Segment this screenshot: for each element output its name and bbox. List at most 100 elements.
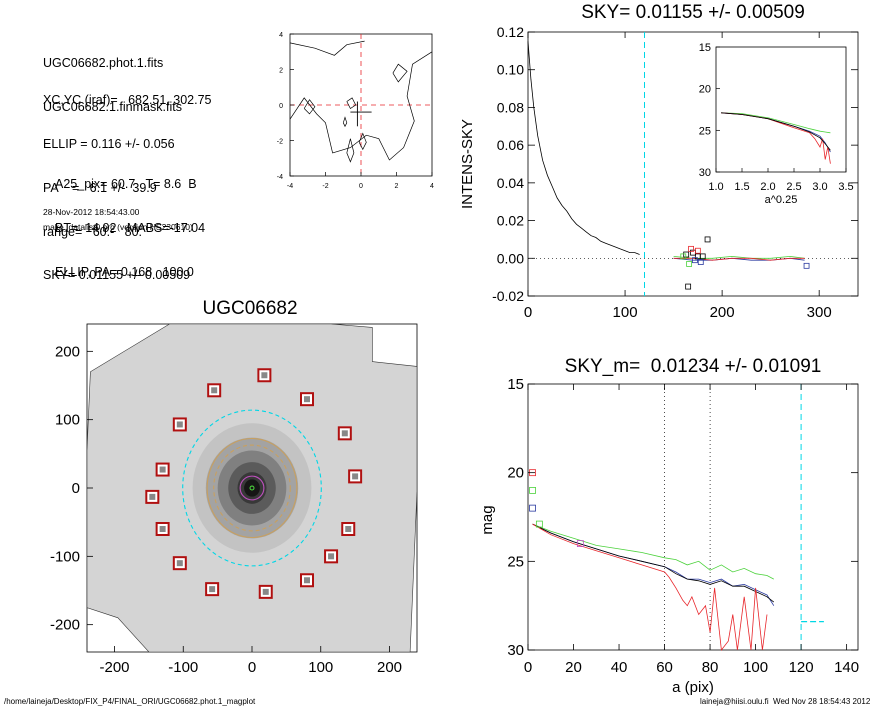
info-line: A25_pix= 60.7 T= 8.6 B <box>55 177 197 192</box>
mask-box-core <box>159 466 166 473</box>
contour-xtick-label: -4 <box>287 183 293 190</box>
intens-xtick-label: 300 <box>807 304 832 321</box>
mag-xtick-label: 0 <box>524 659 532 676</box>
mag-marker <box>529 486 536 494</box>
intens-marker <box>683 251 690 258</box>
galaxy-xtick-label: -100 <box>168 659 198 676</box>
inset-ytick-label: 30 <box>699 167 711 179</box>
mask-box-core <box>304 396 310 403</box>
intens-marker <box>697 259 704 265</box>
intens-marker <box>704 236 711 243</box>
intens-marker <box>803 262 810 269</box>
mask-box-core <box>352 473 359 480</box>
inset-series-line <box>721 112 831 151</box>
intens-ytick-label: 0.04 <box>497 175 524 191</box>
info-line: UGC06682.phot.1.fits <box>43 56 164 71</box>
galaxy-xtick-label: 200 <box>377 659 402 676</box>
inset-xtick-label: 2.5 <box>786 181 801 193</box>
mask-box-core <box>328 553 335 560</box>
galaxy-ytick-label: -200 <box>50 617 80 634</box>
mask-box-core <box>304 577 310 584</box>
inset-ytick-label: 25 <box>699 125 711 137</box>
intens-marker <box>694 247 701 254</box>
galaxy-glow <box>244 479 260 497</box>
galaxy-ellipse <box>206 437 298 539</box>
mask-box-core <box>209 586 216 593</box>
mask-box-core <box>176 421 183 428</box>
inset-ytick-label: 20 <box>699 84 711 96</box>
inset-xtick-label: 1.0 <box>708 181 723 193</box>
intens-xtick-label: 0 <box>524 304 532 321</box>
inset-xlabel: a^0.25 <box>765 194 798 206</box>
info-line: ELLIP, PA= 0.168 100.0 <box>55 264 194 279</box>
contour-xtick-label: -2 <box>322 183 328 190</box>
intens-ytick-label: 0.12 <box>497 24 524 40</box>
intens-ylabel: INTENS-SKY <box>459 119 476 209</box>
galaxy-ytick-label: 200 <box>55 343 80 360</box>
contour-ytick-label: -2 <box>277 139 283 146</box>
intens-xtick-label: 100 <box>613 304 638 321</box>
mag-ytick-label: 30 <box>507 642 524 659</box>
mag-xtick-label: 80 <box>702 659 719 676</box>
intens-marker <box>686 261 693 267</box>
intens-ytick-label: 0.00 <box>497 250 524 266</box>
footer-user-date: laineja@hiisi.oulu.fi Wed Nov 28 18:54:4… <box>700 697 871 706</box>
mag-frame <box>527 383 859 651</box>
galaxy-image-title: UGC06682 <box>202 298 298 319</box>
intens-marker <box>688 245 694 252</box>
intens-ytick-label: 0.10 <box>497 62 524 78</box>
mask-box-core <box>159 526 166 532</box>
intens-marker <box>680 253 687 260</box>
program-version: make_datalist0.pro (version HS230610) <box>43 222 193 232</box>
inset-ytick-label: 15 <box>699 42 711 54</box>
contour-ytick-label: -4 <box>277 174 283 181</box>
mag-xtick-label: 100 <box>743 659 768 676</box>
contour-line <box>303 99 316 115</box>
galaxy-xtick-label: 100 <box>308 659 333 676</box>
mag-ytick-label: 25 <box>507 553 524 570</box>
intens-ytick-label: 0.02 <box>497 213 524 229</box>
mag-xtick-label: 20 <box>565 659 582 676</box>
contour-xtick-label: 0 <box>359 183 363 190</box>
contour-line <box>342 116 348 128</box>
contour-ytick-label: 4 <box>279 32 283 39</box>
intens-marker <box>692 257 698 264</box>
inset-xtick-label: 2.0 <box>760 181 775 193</box>
info-line: UGC06682.1.finmask.fits <box>43 99 182 114</box>
mag-xlabel: a (pix) <box>672 679 714 696</box>
intens-marker <box>685 283 692 290</box>
galaxy-xtick-label: -200 <box>99 659 129 676</box>
contour-ytick-label: 2 <box>279 68 283 75</box>
mag-plot-title: SKY_m= 0.01234 +/- 0.01091 <box>564 356 822 377</box>
inset-xtick-label: 3.0 <box>812 181 827 193</box>
timestamp: 28-Nov-2012 18:54:43.00 <box>43 207 140 217</box>
contour-line <box>358 132 367 151</box>
contour-line <box>289 51 433 161</box>
mask-box-core <box>211 387 218 394</box>
intens-marker <box>690 249 696 256</box>
info-line: ELLIP = 0.116 +/- 0.056 <box>43 136 175 151</box>
galaxy-ellipse <box>213 444 291 532</box>
contour-ytick-label: 0 <box>279 103 283 110</box>
mag-xtick-label: 60 <box>656 659 673 676</box>
mask-box-core <box>262 588 269 595</box>
contour-line <box>392 63 408 83</box>
intens-ytick-label: 0.08 <box>497 99 524 115</box>
intens-ytick-label: -0.02 <box>492 288 524 304</box>
galaxy-ellipse <box>249 485 255 491</box>
contour-xtick-label: 4 <box>430 183 434 190</box>
galaxy-ellipse <box>182 409 322 567</box>
contour-xtick-label: 2 <box>395 183 399 190</box>
mag-marker <box>576 540 584 547</box>
mask-box-core <box>261 372 268 379</box>
galaxy-core <box>192 423 312 553</box>
mag-series-line <box>532 523 775 606</box>
info-line: range= 60.- 80. <box>43 224 143 239</box>
info-params: XC,YC (iraf)= 682.51, 302.75 ELLIP = 0.1… <box>43 64 212 312</box>
mag-marker <box>535 520 543 528</box>
mag-xtick-label: 140 <box>834 659 859 676</box>
mag-series-line <box>532 523 768 652</box>
contour-line <box>346 97 357 110</box>
